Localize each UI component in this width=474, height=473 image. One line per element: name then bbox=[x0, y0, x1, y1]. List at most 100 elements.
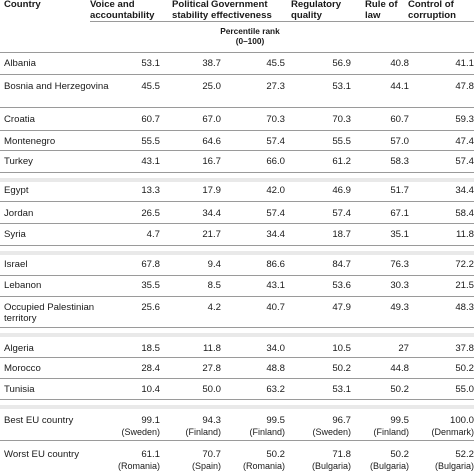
row-rule bbox=[0, 399, 474, 400]
value-cell: 47.4 bbox=[455, 136, 474, 147]
value-cell: 72.2 bbox=[455, 259, 474, 270]
value-cell: 43.1 bbox=[266, 280, 285, 291]
row-rule bbox=[0, 378, 474, 379]
value-cell: 55.0 bbox=[455, 384, 474, 395]
value-cell: 55.5 bbox=[332, 136, 351, 147]
value-cell: 48.3 bbox=[455, 302, 474, 313]
value-cell: 67.8 bbox=[141, 259, 160, 270]
country-cell: Worst EU country bbox=[4, 449, 79, 460]
value-cell: 10.4 bbox=[141, 384, 160, 395]
value-cell: 67.0 bbox=[202, 114, 221, 125]
value-cell: 48.8 bbox=[266, 363, 285, 374]
value-note: (Bulgaria) bbox=[311, 460, 351, 471]
value-cell: 50.2 bbox=[332, 363, 351, 374]
header-rule bbox=[90, 21, 474, 22]
value-cell: 53.6 bbox=[332, 280, 351, 291]
value-cell: 34.4 bbox=[266, 229, 285, 240]
row-rule bbox=[0, 327, 474, 328]
header-control-of-corruption: Control of corruption bbox=[408, 0, 456, 21]
value-cell: 56.9 bbox=[332, 58, 351, 69]
row-rule bbox=[0, 74, 474, 75]
value-cell: 57.4 bbox=[455, 156, 474, 167]
value-cell: 26.5 bbox=[141, 208, 160, 219]
header-rule-of-law: Rule of law bbox=[365, 0, 398, 21]
country-cell: Best EU country bbox=[4, 415, 74, 426]
value-cell: 53.1 bbox=[332, 81, 351, 92]
value-note: (Romania) bbox=[242, 460, 285, 471]
value-cell: 96.7 (Sweden) bbox=[312, 415, 351, 437]
value-cell: 51.7 bbox=[390, 185, 409, 196]
value-cell: 9.4 bbox=[207, 259, 221, 270]
value-cell: 18.7 bbox=[332, 229, 351, 240]
value-cell: 25.0 bbox=[202, 81, 221, 92]
value-cell: 46.9 bbox=[332, 185, 351, 196]
value-cell: 60.7 bbox=[390, 114, 409, 125]
value-cell: 28.4 bbox=[141, 363, 160, 374]
value-cell: 58.4 bbox=[455, 208, 474, 219]
value-note: (Sweden) bbox=[121, 426, 160, 437]
header-bottom-rule bbox=[0, 52, 474, 53]
value-cell: 71.8 (Bulgaria) bbox=[311, 449, 351, 471]
value-cell: 86.6 bbox=[266, 259, 285, 270]
value-cell: 70.3 bbox=[332, 114, 351, 125]
value-cell: 27.8 bbox=[202, 363, 221, 374]
value-cell: 61.2 bbox=[332, 156, 351, 167]
value-cell: 47.8 bbox=[455, 81, 474, 92]
value-cell: 49.3 bbox=[390, 302, 409, 313]
value-cell: 35.5 bbox=[141, 280, 160, 291]
value-cell: 27.3 bbox=[266, 81, 285, 92]
country-cell: Lebanon bbox=[4, 280, 42, 291]
value-cell: 13.3 bbox=[141, 185, 160, 196]
value-cell: 100.0 (Denmark) bbox=[431, 415, 474, 437]
value-note: (Denmark) bbox=[431, 426, 474, 437]
value-cell: 50.2 bbox=[390, 384, 409, 395]
value-note: (Finland) bbox=[185, 426, 221, 437]
group-separator bbox=[0, 251, 474, 255]
header-country: Country bbox=[4, 0, 41, 10]
value-note: (Finland) bbox=[373, 426, 409, 437]
header-voice-accountability: Voice and accountability bbox=[90, 0, 155, 21]
value-cell: 52.2 (Bulgaria) bbox=[434, 449, 474, 471]
value-cell: 55.5 bbox=[141, 136, 160, 147]
value-cell: 76.3 bbox=[390, 259, 409, 270]
country-cell: Jordan bbox=[4, 208, 34, 219]
value-cell: 11.8 bbox=[203, 343, 221, 354]
country-cell: Morocco bbox=[4, 363, 41, 374]
country-cell: Montenegro bbox=[4, 136, 56, 147]
value-cell: 40.7 bbox=[266, 302, 285, 313]
row-rule bbox=[0, 440, 474, 441]
country-cell: Tunisia bbox=[4, 384, 35, 395]
value-cell: 50.2 (Bulgaria) bbox=[369, 449, 409, 471]
value-cell: 59.3 bbox=[455, 114, 474, 125]
value-cell: 57.4 bbox=[266, 208, 285, 219]
row-rule bbox=[0, 201, 474, 202]
value-cell: 41.1 bbox=[455, 58, 474, 69]
row-rule bbox=[0, 357, 474, 358]
value-cell: 25.6 bbox=[141, 302, 160, 313]
country-cell: Turkey bbox=[4, 156, 33, 167]
value-note: (Finland) bbox=[249, 426, 285, 437]
value-note: (Spain) bbox=[191, 460, 221, 471]
value-cell: 42.0 bbox=[266, 185, 285, 196]
value-cell: 57.4 bbox=[266, 136, 285, 147]
row-rule bbox=[0, 296, 474, 297]
value-note: (Sweden) bbox=[312, 426, 351, 437]
value-cell: 4.7 bbox=[146, 229, 160, 240]
value-cell: 60.7 bbox=[141, 114, 160, 125]
value-cell: 99.1 (Sweden) bbox=[121, 415, 160, 437]
value-note: (Bulgaria) bbox=[434, 460, 474, 471]
value-note: (Bulgaria) bbox=[369, 460, 409, 471]
value-cell: 47.9 bbox=[332, 302, 351, 313]
row-rule bbox=[0, 150, 474, 151]
value-cell: 64.6 bbox=[202, 136, 221, 147]
header-political-stability: Political stability bbox=[172, 0, 209, 21]
value-cell: 16.7 bbox=[202, 156, 221, 167]
row-rule bbox=[0, 130, 474, 131]
header-regulatory-quality: Regulatory quality bbox=[291, 0, 342, 21]
value-cell: 57.0 bbox=[390, 136, 409, 147]
value-cell: 50.2 bbox=[455, 363, 474, 374]
value-cell: 53.1 bbox=[141, 58, 160, 69]
country-cell: Albania bbox=[4, 58, 37, 69]
value-cell: 18.5 bbox=[141, 343, 160, 354]
country-cell: Syria bbox=[4, 229, 26, 240]
